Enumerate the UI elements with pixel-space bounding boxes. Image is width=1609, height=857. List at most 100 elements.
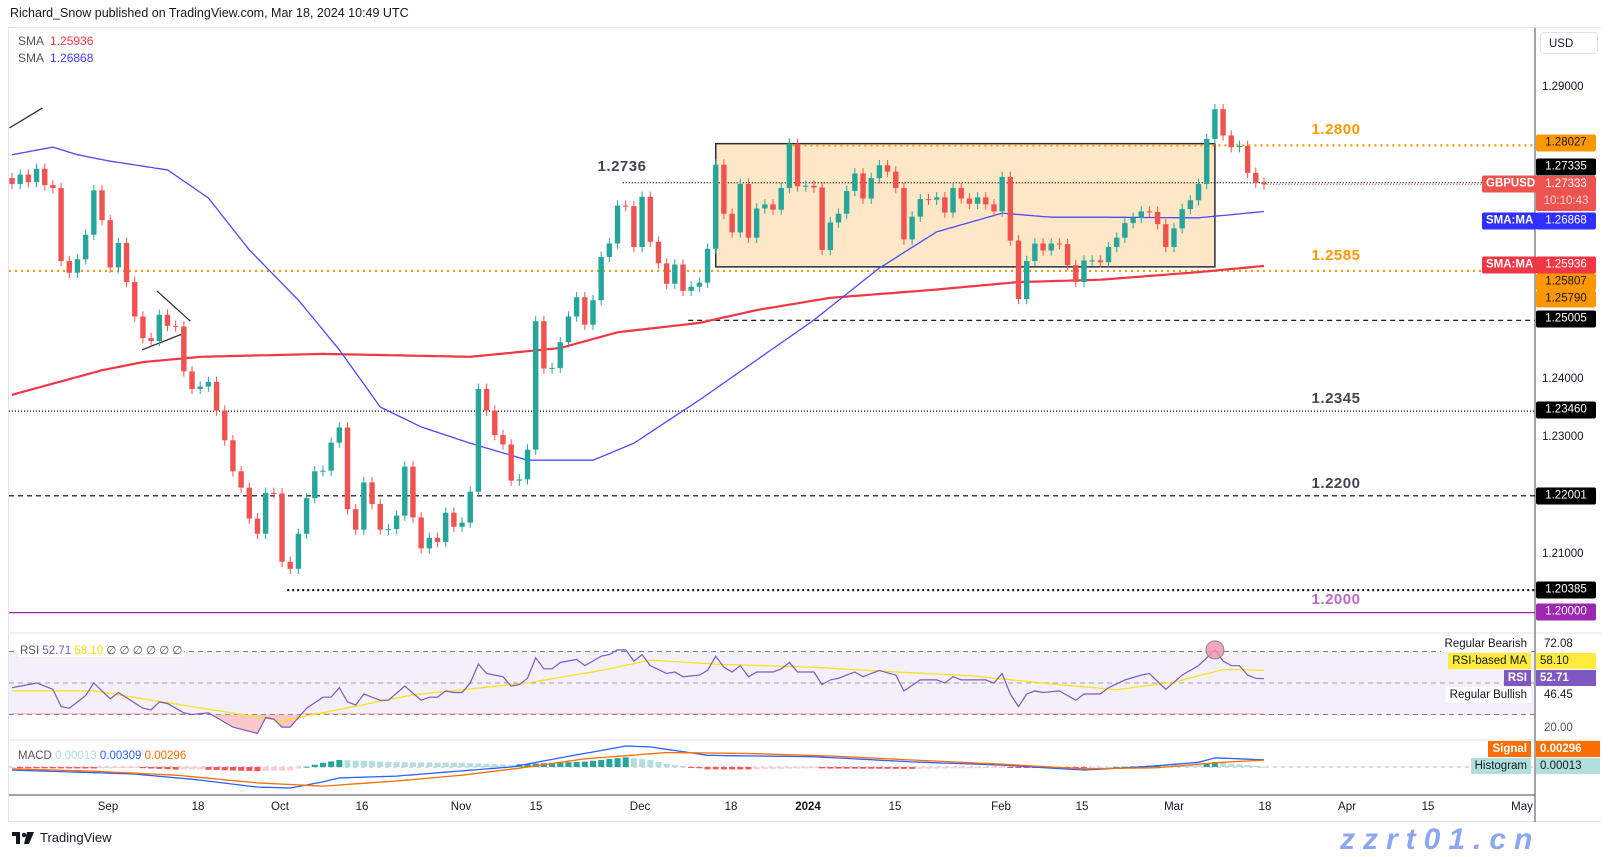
candle-body [1073,265,1079,283]
candle-body [148,338,154,342]
candle-body [189,371,195,389]
candle-body [770,204,776,210]
candle [819,182,825,256]
candle-body [1171,228,1177,248]
candle [74,254,81,278]
candle-body [541,321,547,369]
price-badge-1-28027: 1.28027 [1536,134,1596,152]
candle-body [1007,176,1014,241]
macd-histogram-bar [295,767,302,769]
candle [1097,255,1104,268]
candle [1040,238,1046,256]
macd-histogram-bar [549,762,556,767]
candle-body [819,187,825,250]
candle [623,200,629,212]
candle [336,422,343,448]
price-tick: 1.29000 [1542,81,1584,93]
time-tick: 18 [1258,801,1272,813]
candle-body [1130,217,1136,224]
candle [352,503,359,535]
macd-histogram-bar [753,767,760,770]
legend-sma-200[interactable]: SMA 1.25936 [18,34,93,48]
macd-histogram-bar [557,762,564,767]
candle [1171,223,1177,253]
candle [663,258,670,290]
macd-histogram-bar [303,766,310,768]
price-badge-1-25807: 1.25807 [1536,273,1596,291]
currency-selector[interactable]: USD [1540,32,1598,54]
candle-body [361,482,367,530]
candle [451,507,457,533]
candle-body [328,442,334,471]
candle [426,532,433,554]
candle [565,311,572,348]
candle [9,172,15,190]
macd-histogram-bar [1211,762,1218,767]
candle-body [835,213,842,223]
macd-histogram-bar [573,761,580,767]
time-tick: 15 [1075,801,1089,813]
histogram-label: Histogram [1470,758,1531,774]
candle [721,159,727,219]
macd-histogram-bar [360,760,367,767]
candle-body [1253,172,1259,183]
macd-histogram-bar [761,767,768,770]
candle [1032,238,1038,267]
candle [950,182,956,218]
macd-histogram-bar [377,761,384,767]
candle [933,192,940,205]
candle [483,383,490,416]
candle [639,191,645,253]
candle [1138,206,1144,224]
macd-histogram-bar [287,767,294,771]
macd-line-value: 0.00309 [99,750,142,762]
candle-body [966,198,973,204]
candle-body [1056,243,1063,245]
macd-line [11,745,1265,789]
candle-body [33,168,40,183]
histogram-value: 0.00013 [1536,758,1600,774]
candle [974,192,981,210]
chart-frame [8,27,1601,822]
candle-body [1064,244,1071,266]
level-label-1-2200: 1.2200 [1311,475,1361,492]
candle-body [336,427,343,443]
macd-histogram-bar [426,762,433,767]
macd-histogram-bar [598,759,605,767]
candle [99,185,105,226]
candle-body [893,171,899,189]
candle-body [713,164,719,249]
last-price-badge: 1.27333 10:10:43 [1536,176,1596,211]
candle [778,182,784,215]
candle-body [680,264,686,291]
candle-body [442,512,449,542]
tradingview-footer[interactable]: TradingView [12,830,112,845]
candle-body [598,256,604,301]
sma-200-line [11,264,1265,396]
candle-body [500,435,506,445]
macd-histogram-bar [843,767,850,769]
legend-sma-50[interactable]: SMA 1.26868 [18,51,93,65]
macd-histogram-bar [974,767,981,769]
rsi-legend[interactable]: RSI 52.71 58.10 ∅ ∅ ∅ ∅ ∅ ∅ [18,643,185,657]
candle [475,383,482,497]
candle [1105,241,1112,268]
candle [82,229,89,265]
macd-histogram-bar [524,763,531,767]
candle-body [107,220,113,268]
rsi-ma-value: 58.10 [1536,653,1596,669]
macd-histogram-bar [1105,767,1112,768]
sma200-badge: 1.25936 [1536,256,1596,274]
candle [132,276,138,322]
macd-histogram-bar [614,758,621,767]
macd-legend[interactable]: MACD 0.00013 0.00309 0.00296 [18,750,186,762]
candle [1048,238,1054,256]
macd-histogram-bar [966,767,973,769]
candle-body [402,466,408,516]
price-tick: 1.24000 [1542,373,1584,385]
candle-body [557,342,563,368]
candle [91,185,97,241]
macd-histogram-bar [982,767,989,769]
candle-body [590,300,596,325]
